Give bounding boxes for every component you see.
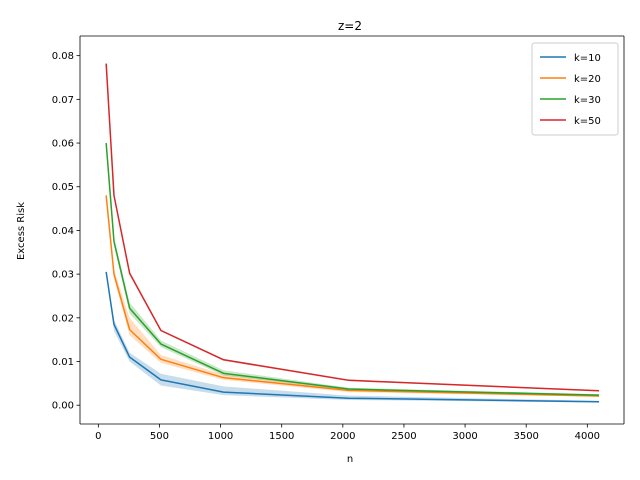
y-axis-label: Excess Risk — [16, 202, 27, 260]
legend: k=10 k=20 k=30 k=50 — [531, 42, 619, 136]
series-line-1 — [105, 271, 600, 403]
legend-label-2: k=20 — [574, 74, 601, 85]
series-line-4 — [105, 63, 600, 392]
y-tick-label: 0.01 — [52, 357, 74, 368]
x-tick-label: 2000 — [330, 431, 355, 442]
series-line-3 — [105, 142, 600, 396]
legend-label-4: k=50 — [574, 116, 601, 127]
legend-label-3: k=30 — [574, 95, 601, 106]
x-ticks: 0 500 1000 1500 2000 2500 3000 3500 4000 — [95, 424, 600, 442]
x-tick-label: 4000 — [575, 431, 600, 442]
y-tick-label: 0.07 — [52, 95, 74, 106]
y-tick-label: 0.06 — [52, 139, 74, 150]
legend-label-1: k=10 — [574, 53, 601, 64]
y-tick-label: 0.04 — [52, 226, 74, 237]
y-tick-label: 0.08 — [52, 51, 74, 62]
x-tick-label: 3500 — [513, 431, 538, 442]
y-tick-label: 0.02 — [52, 313, 74, 324]
legend-box — [531, 42, 619, 136]
y-tick-label: 0.00 — [52, 401, 74, 412]
y-tick-label: 0.03 — [52, 270, 74, 281]
chart-title: z=2 — [338, 19, 362, 33]
y-ticks: 0.00 0.01 0.02 0.03 0.04 0.05 0.06 0.07 0.08 — [52, 51, 80, 412]
x-tick-label: 500 — [150, 431, 169, 442]
series-lines — [105, 63, 600, 403]
x-tick-label: 2500 — [391, 431, 416, 442]
axes — [79, 35, 625, 425]
x-tick-label: 0 — [95, 431, 101, 442]
x-tick-label: 3000 — [452, 431, 477, 442]
series-line-2 — [105, 195, 600, 397]
y-tick-label: 0.05 — [52, 182, 74, 193]
x-tick-label: 1500 — [269, 431, 294, 442]
x-axis-label: n — [347, 454, 353, 465]
x-tick-label: 1000 — [208, 431, 233, 442]
